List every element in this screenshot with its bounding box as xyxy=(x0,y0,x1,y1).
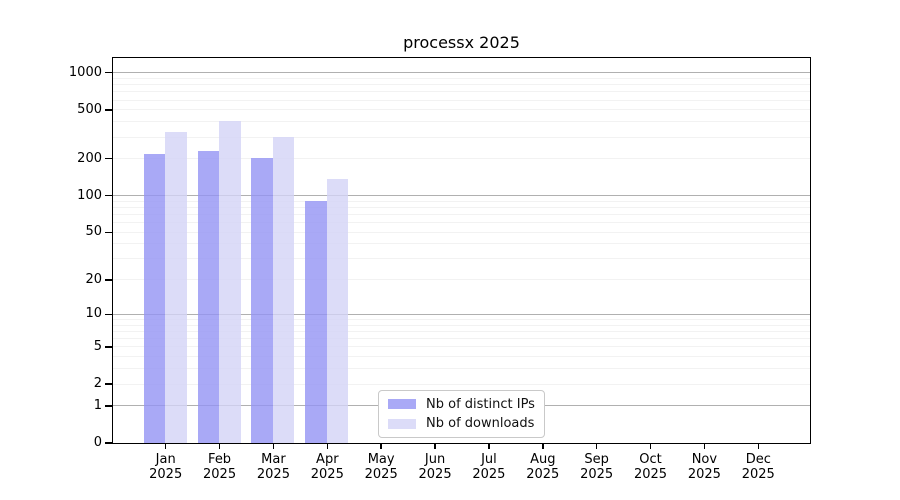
bar-mar-downloads xyxy=(273,136,295,443)
legend-swatch-distinct-ips xyxy=(388,398,416,410)
y-gridline-minor-80 xyxy=(112,206,810,208)
x-tick-mark xyxy=(218,443,221,449)
y-tick-label: 20 xyxy=(85,271,102,287)
x-tick-label-jun: Jun 2025 xyxy=(418,452,452,482)
y-gridline-minor-2 xyxy=(112,383,810,385)
y-tick-label: 5 xyxy=(93,338,102,354)
legend-swatch-downloads xyxy=(388,418,416,430)
y-gridline-minor-700 xyxy=(112,91,810,93)
y-gridline-minor-20 xyxy=(112,279,810,281)
y-gridline-minor-4 xyxy=(112,356,810,358)
y-gridline-minor-70 xyxy=(112,214,810,216)
y-gridline-minor-6 xyxy=(112,338,810,340)
x-tick-label-sep: Sep 2025 xyxy=(580,452,614,482)
y-gridline-minor-300 xyxy=(112,136,810,138)
x-tick-mark xyxy=(380,443,382,449)
y-tick-mark xyxy=(105,157,112,160)
x-tick-mark xyxy=(542,443,544,449)
y-tick-label: 0 xyxy=(93,435,102,450)
x-tick-mark xyxy=(434,443,436,449)
bar-feb-downloads xyxy=(219,120,241,443)
y-tick-mark xyxy=(105,383,112,385)
bar-mar-distinct-ips xyxy=(251,158,273,443)
y-gridline-minor-30 xyxy=(112,258,810,260)
y-tick-mark xyxy=(105,346,112,348)
y-gridline-major-100 xyxy=(112,195,810,197)
legend: Nb of distinct IPs Nb of downloads xyxy=(378,390,545,438)
y-gridline-minor-500 xyxy=(112,109,810,111)
y-tick-label: 10 xyxy=(85,306,102,322)
y-gridline-minor-600 xyxy=(112,99,810,101)
y-gridline-minor-5 xyxy=(112,346,810,348)
y-tick-mark xyxy=(105,194,112,197)
bar-jan-distinct-ips xyxy=(143,154,165,443)
y-tick-mark xyxy=(105,313,112,316)
y-gridline-minor-60 xyxy=(112,222,810,224)
y-tick-label: 1000 xyxy=(68,64,102,80)
y-gridline-minor-8 xyxy=(112,324,810,326)
legend-label: Nb of downloads xyxy=(426,416,535,432)
y-gridline-minor-50 xyxy=(112,231,810,233)
y-tick-mark xyxy=(105,442,112,444)
y-tick-mark xyxy=(105,231,112,233)
y-tick-mark xyxy=(105,405,112,407)
bar-jan-downloads xyxy=(165,132,187,443)
y-gridline-minor-90 xyxy=(112,200,810,202)
x-tick-label-dec: Dec 2025 xyxy=(741,452,775,482)
x-tick-label-mar: Mar 2025 xyxy=(256,452,290,482)
y-tick-mark xyxy=(105,109,112,111)
y-tick-label: 500 xyxy=(77,101,102,117)
y-tick-mark xyxy=(105,279,112,281)
legend-row: Nb of downloads xyxy=(388,415,535,432)
chart-title: processx 2025 xyxy=(403,33,520,52)
x-tick-label-jul: Jul 2025 xyxy=(472,452,506,482)
y-gridline-minor-800 xyxy=(112,84,810,86)
y-gridline-minor-40 xyxy=(112,243,810,245)
y-gridline-minor-900 xyxy=(112,77,810,79)
y-gridline-minor-9 xyxy=(112,319,810,321)
y-tick-label: 50 xyxy=(85,224,102,240)
x-tick-mark xyxy=(164,443,167,449)
y-gridline-minor-400 xyxy=(112,121,810,123)
y-tick-label: 200 xyxy=(77,150,102,166)
y-tick-label: 2 xyxy=(93,376,102,392)
x-tick-label-apr: Apr 2025 xyxy=(310,452,344,482)
x-tick-label-aug: Aug 2025 xyxy=(526,452,560,482)
y-gridline-minor-3 xyxy=(112,368,810,370)
x-tick-mark xyxy=(326,443,329,449)
legend-label: Nb of distinct IPs xyxy=(426,396,535,412)
x-tick-label-jan: Jan 2025 xyxy=(149,452,183,482)
bar-apr-distinct-ips xyxy=(305,200,327,443)
x-tick-label-feb: Feb 2025 xyxy=(203,452,237,482)
bar-apr-downloads xyxy=(327,179,349,443)
y-tick-label: 1 xyxy=(93,397,102,413)
y-tick-mark xyxy=(105,71,112,74)
x-tick-mark xyxy=(272,443,275,449)
legend-row: Nb of distinct IPs xyxy=(388,396,535,413)
y-gridline-minor-200 xyxy=(112,158,810,160)
plot-area xyxy=(111,56,811,444)
x-tick-mark xyxy=(595,443,598,449)
bar-feb-distinct-ips xyxy=(197,150,219,443)
x-tick-label-nov: Nov 2025 xyxy=(687,452,721,482)
y-gridline-major-10 xyxy=(112,313,810,315)
x-tick-mark xyxy=(488,443,490,449)
x-tick-label-may: May 2025 xyxy=(364,452,398,482)
x-tick-mark xyxy=(757,443,760,449)
x-tick-mark xyxy=(649,443,652,449)
y-gridline-minor-7 xyxy=(112,331,810,333)
y-tick-label: 100 xyxy=(77,187,102,203)
x-tick-label-oct: Oct 2025 xyxy=(633,452,668,482)
x-tick-mark xyxy=(703,443,706,449)
y-gridline-major-1000 xyxy=(112,72,810,74)
